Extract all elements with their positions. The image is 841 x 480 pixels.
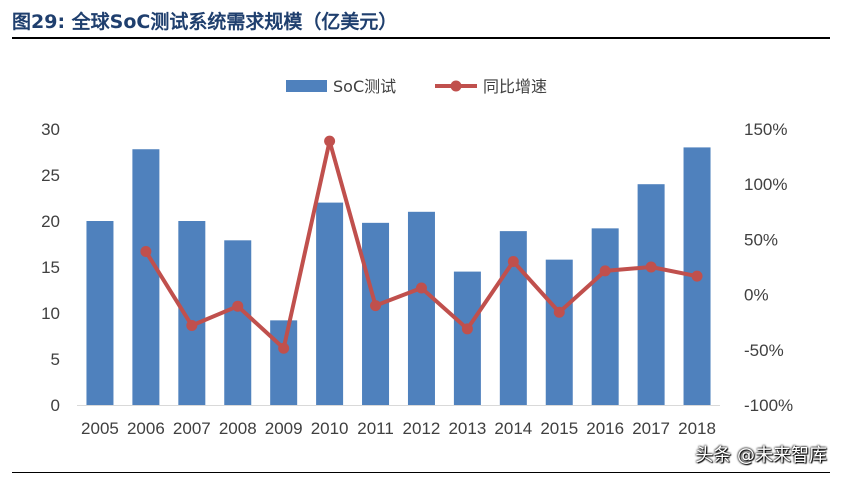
growth-point (415, 282, 427, 294)
bar (86, 221, 114, 405)
y-left-tick-label: 10 (41, 304, 60, 323)
y-left-tick-label: 25 (41, 166, 60, 185)
bar (132, 149, 160, 405)
y-right-tick-label: 100% (744, 175, 787, 194)
x-tick-label: 2015 (540, 419, 578, 438)
legend-bar-swatch (286, 80, 327, 92)
legend-label-growth: 同比增速 (483, 77, 547, 96)
bar (270, 320, 298, 405)
bar (637, 184, 665, 405)
growth-point (461, 323, 473, 335)
growth-point (324, 135, 336, 147)
growth-point (599, 265, 611, 277)
x-tick-label: 2016 (586, 419, 624, 438)
figure-title: 图29: 全球SoC测试系统需求规模（亿美元） (12, 11, 398, 33)
header-divider (12, 37, 830, 39)
bar (224, 240, 252, 405)
growth-point (278, 342, 290, 354)
growth-point (691, 270, 703, 282)
bar (545, 259, 573, 405)
bar (453, 271, 481, 405)
growth-point (507, 255, 519, 267)
growth-point (553, 306, 565, 318)
y-right-tick-label: 50% (744, 230, 778, 249)
legend-label-soc: SoC测试 (333, 77, 396, 96)
x-tick-label: 2009 (265, 419, 303, 438)
y-left-tick-label: 5 (51, 350, 60, 369)
x-tick-label: 2017 (632, 419, 670, 438)
x-tick-label: 2013 (448, 419, 486, 438)
figure-header: 图29: 全球SoC测试系统需求规模（亿美元） (12, 8, 829, 42)
x-tick-label: 2005 (81, 419, 119, 438)
footer-divider (12, 472, 830, 473)
x-tick-label: 2012 (403, 419, 441, 438)
growth-point (186, 320, 198, 332)
y-right-tick-label: 0% (744, 286, 769, 305)
y-left-tick-label: 0 (51, 396, 60, 415)
bar (407, 211, 435, 405)
y-right-tick-label: -100% (744, 396, 793, 415)
y-left-tick-label: 30 (41, 120, 60, 139)
growth-point (232, 300, 244, 312)
x-tick-label: 2006 (127, 419, 165, 438)
bar (591, 228, 619, 405)
growth-point (370, 300, 382, 312)
x-tick-label: 2018 (678, 419, 716, 438)
bar (362, 222, 390, 405)
growth-point (645, 261, 657, 273)
x-tick-label: 2014 (494, 419, 532, 438)
x-tick-label: 2008 (219, 419, 257, 438)
y-left-tick-label: 15 (41, 258, 60, 277)
x-tick-label: 2010 (311, 419, 349, 438)
bar (316, 202, 344, 405)
legend-line-marker (450, 80, 462, 92)
x-tick-label: 2007 (173, 419, 211, 438)
y-right-tick-label: 150% (744, 120, 787, 139)
x-tick-label: 2011 (357, 419, 394, 438)
y-left-tick-label: 20 (41, 212, 60, 231)
growth-point (140, 246, 152, 258)
y-right-tick-label: -50% (744, 341, 784, 360)
watermark-text: 头条 @未来智库 (695, 445, 827, 466)
